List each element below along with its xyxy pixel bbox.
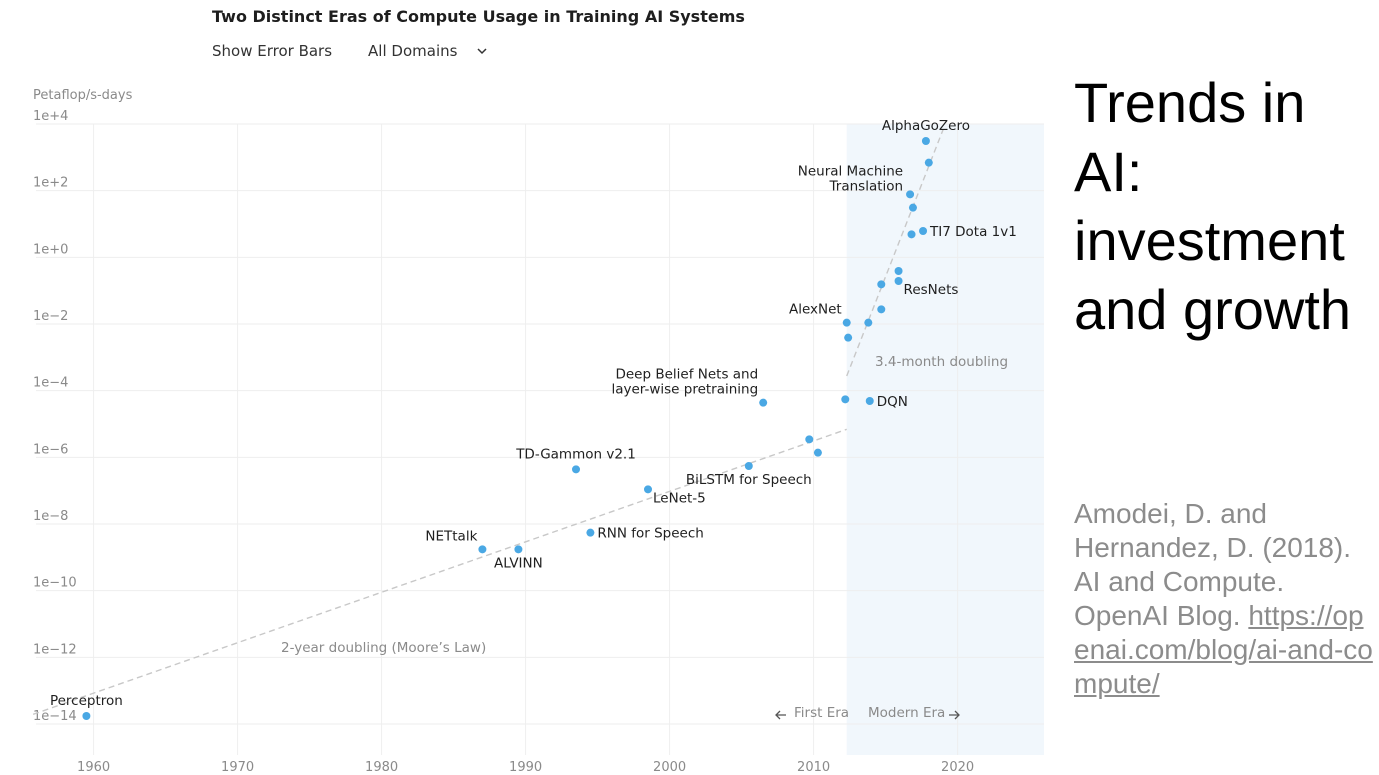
x-gridlines bbox=[93, 124, 959, 755]
y-tick-label: 1e−6 bbox=[33, 442, 68, 457]
chart-title: Two Distinct Eras of Compute Usage in Tr… bbox=[212, 7, 745, 26]
trend-line bbox=[846, 129, 944, 377]
x-tick-label: 2020 bbox=[941, 760, 974, 775]
trend-line-label: 3.4-month doubling bbox=[875, 354, 1008, 370]
x-tick-labels: 1960 1970 1980 1990 2000 2010 2020 bbox=[77, 760, 974, 775]
data-point bbox=[877, 305, 886, 314]
data-point bbox=[813, 448, 822, 457]
y-tick-label: 1e−2 bbox=[33, 309, 68, 324]
left-arrow-icon bbox=[775, 710, 786, 720]
data-point bbox=[744, 462, 753, 470]
y-tick-label: 1e−4 bbox=[33, 376, 68, 391]
point-label: BiLSTM for Speech bbox=[686, 472, 812, 488]
data-point bbox=[842, 318, 851, 327]
data-point bbox=[478, 545, 487, 554]
data-point bbox=[759, 398, 768, 407]
y-tick-label: 1e−10 bbox=[33, 576, 77, 591]
chart-controls: Show Error Bars All Domains bbox=[212, 42, 487, 60]
y-tick-label: 1e−8 bbox=[33, 509, 68, 524]
y-tick-label: 1e+2 bbox=[33, 176, 68, 191]
data-point bbox=[844, 333, 853, 342]
citation-text: Amodei, D. and Hernandez, D. (2018). AI … bbox=[1074, 498, 1352, 631]
x-tick-label: 1970 bbox=[221, 760, 254, 775]
point-label: Perceptron bbox=[50, 693, 123, 709]
point-label: ResNets bbox=[904, 282, 959, 298]
y-tick-labels: 1e+4 1e+2 1e+0 1e−2 1e−4 1e−6 1e−8 1e−10 1e−12 1e… bbox=[33, 109, 77, 724]
data-point bbox=[921, 137, 930, 145]
y-tick-label: 1e+4 bbox=[33, 109, 68, 124]
point-label: AlexNet bbox=[789, 302, 842, 318]
data-point bbox=[514, 545, 523, 554]
trend-lines: 2-year doubling (Moore’s Law) 3.4-month d… bbox=[32, 129, 1008, 715]
point-label: AlphaGoZero bbox=[882, 118, 970, 134]
data-point bbox=[908, 203, 917, 212]
citation-link[interactable]: https://openai.com/blog/ai-and-compute/ bbox=[1074, 600, 1373, 699]
first-era-label: First Era bbox=[794, 705, 849, 721]
data-point bbox=[907, 230, 916, 239]
point-label: NETtalk bbox=[425, 528, 477, 544]
citation: Amodei, D. and Hernandez, D. (2018). AI … bbox=[1074, 497, 1374, 701]
data-point bbox=[841, 395, 850, 404]
scatter-chart: Petaflop/s-days 1e+4 1e+2 1e+0 1e−2 1e−4 1e−6… bbox=[32, 88, 1044, 775]
y-tick-label: 1e+0 bbox=[33, 242, 68, 257]
data-points bbox=[82, 137, 933, 720]
x-tick-label: 1980 bbox=[365, 760, 398, 775]
point-label: RNN for Speech bbox=[597, 526, 703, 542]
point-labels: Perceptron NETtalk ALVINN TD-Gammon v2.1 RNN… bbox=[50, 118, 1017, 709]
point-label: TI7 Dota 1v1 bbox=[929, 224, 1017, 240]
data-point bbox=[644, 485, 652, 494]
right-arrow-icon bbox=[949, 710, 960, 720]
data-point bbox=[865, 397, 874, 405]
x-tick-label: 2000 bbox=[653, 760, 686, 775]
domain-select-value: All Domains bbox=[368, 42, 458, 60]
point-label: Deep Belief Nets and layer-wise pretraini… bbox=[611, 367, 758, 398]
modern-era-region bbox=[846, 124, 1044, 755]
chevron-down-icon bbox=[477, 48, 487, 55]
trend-line-label: 2-year doubling (Moore’s Law) bbox=[281, 640, 486, 656]
point-label: TD-Gammon v2.1 bbox=[515, 446, 636, 462]
data-point bbox=[919, 227, 928, 235]
point-label: LeNet-5 bbox=[653, 490, 706, 506]
point-label: Neural Machine Translation bbox=[798, 163, 903, 194]
data-point bbox=[805, 435, 814, 444]
domain-select[interactable]: All Domains bbox=[368, 42, 487, 60]
data-point bbox=[572, 465, 580, 474]
y-gridlines bbox=[36, 123, 1044, 725]
era-labels: First Era Modern Era bbox=[775, 705, 960, 721]
data-point bbox=[877, 280, 886, 289]
data-point bbox=[894, 267, 903, 275]
trend-line bbox=[32, 428, 847, 715]
point-label: ALVINN bbox=[494, 555, 543, 571]
x-tick-label: 2010 bbox=[797, 760, 830, 775]
x-tick-label: 1990 bbox=[509, 760, 542, 775]
data-point bbox=[894, 277, 903, 285]
modern-era-label: Modern Era bbox=[868, 705, 945, 721]
slide-title: Trends in AI: investment and growth bbox=[1074, 71, 1352, 341]
y-axis-label: Petaflop/s-days bbox=[33, 88, 133, 103]
x-tick-label: 1960 bbox=[77, 760, 110, 775]
data-point bbox=[906, 190, 915, 199]
data-point bbox=[864, 318, 873, 327]
y-tick-label: 1e−14 bbox=[33, 709, 77, 724]
point-label: DQN bbox=[877, 394, 908, 410]
data-point bbox=[586, 528, 595, 537]
data-point bbox=[924, 158, 933, 167]
data-point bbox=[82, 712, 91, 720]
show-error-bars-toggle[interactable]: Show Error Bars bbox=[212, 42, 333, 60]
y-tick-label: 1e−12 bbox=[33, 642, 77, 657]
